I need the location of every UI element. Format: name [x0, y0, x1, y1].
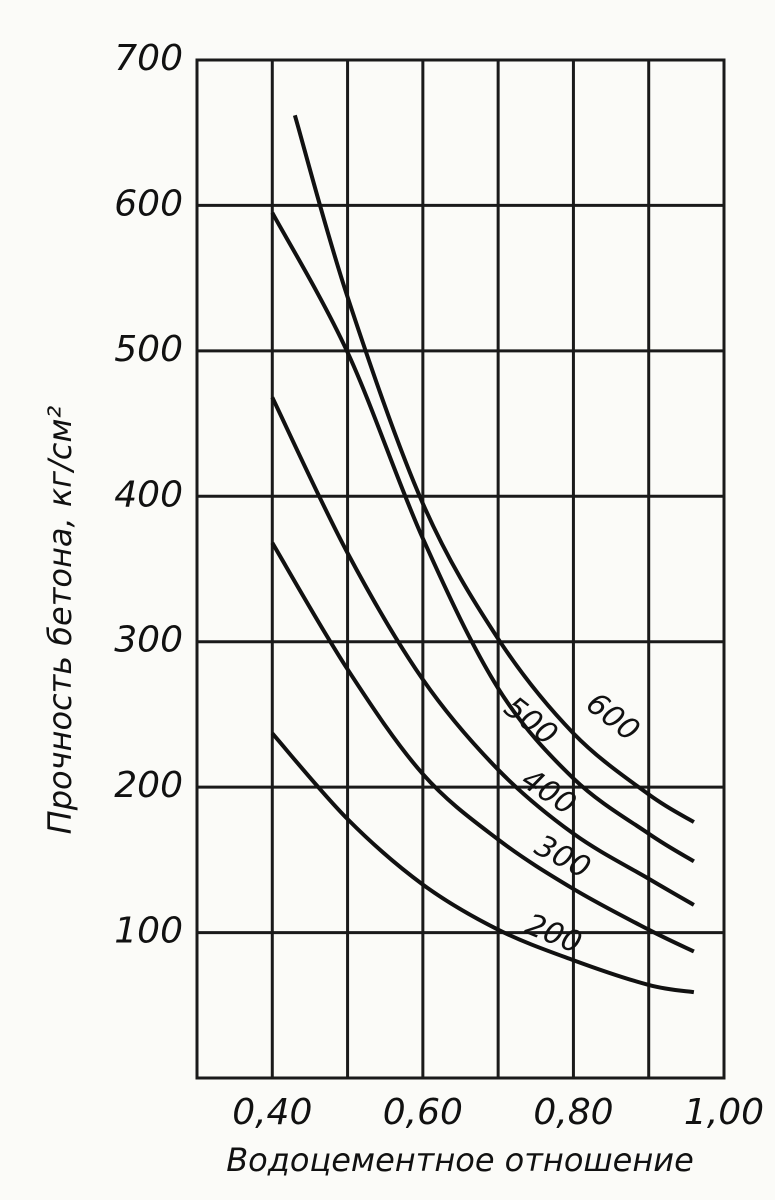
x-tick-label: 1,00	[684, 1092, 764, 1133]
curve	[270, 541, 695, 954]
curve	[270, 211, 695, 864]
x-tick-label: 0,40	[232, 1092, 312, 1133]
y-axis-title: Прочность бетона, кг/см²	[41, 406, 79, 835]
y-tick-label: 300	[114, 620, 183, 661]
curve	[270, 732, 695, 995]
curve-label: 300	[529, 828, 596, 886]
y-tick-label: 400	[114, 474, 183, 515]
curve-label: 200	[520, 907, 586, 961]
y-tick-label: 700	[114, 38, 183, 79]
y-tick-label: 500	[114, 329, 183, 370]
plot-frame	[195, 58, 726, 1080]
x-tick-label: 0,80	[533, 1092, 613, 1133]
curve	[270, 396, 695, 907]
curve	[292, 114, 695, 824]
x-axis-title: Водоцементное отношение	[226, 1141, 694, 1179]
y-tick-label: 200	[114, 765, 183, 806]
y-tick-label: 600	[114, 183, 183, 224]
curve-label: 600	[579, 686, 646, 749]
x-tick-label: 0,60	[383, 1092, 463, 1133]
y-tick-label: 100	[114, 911, 183, 952]
